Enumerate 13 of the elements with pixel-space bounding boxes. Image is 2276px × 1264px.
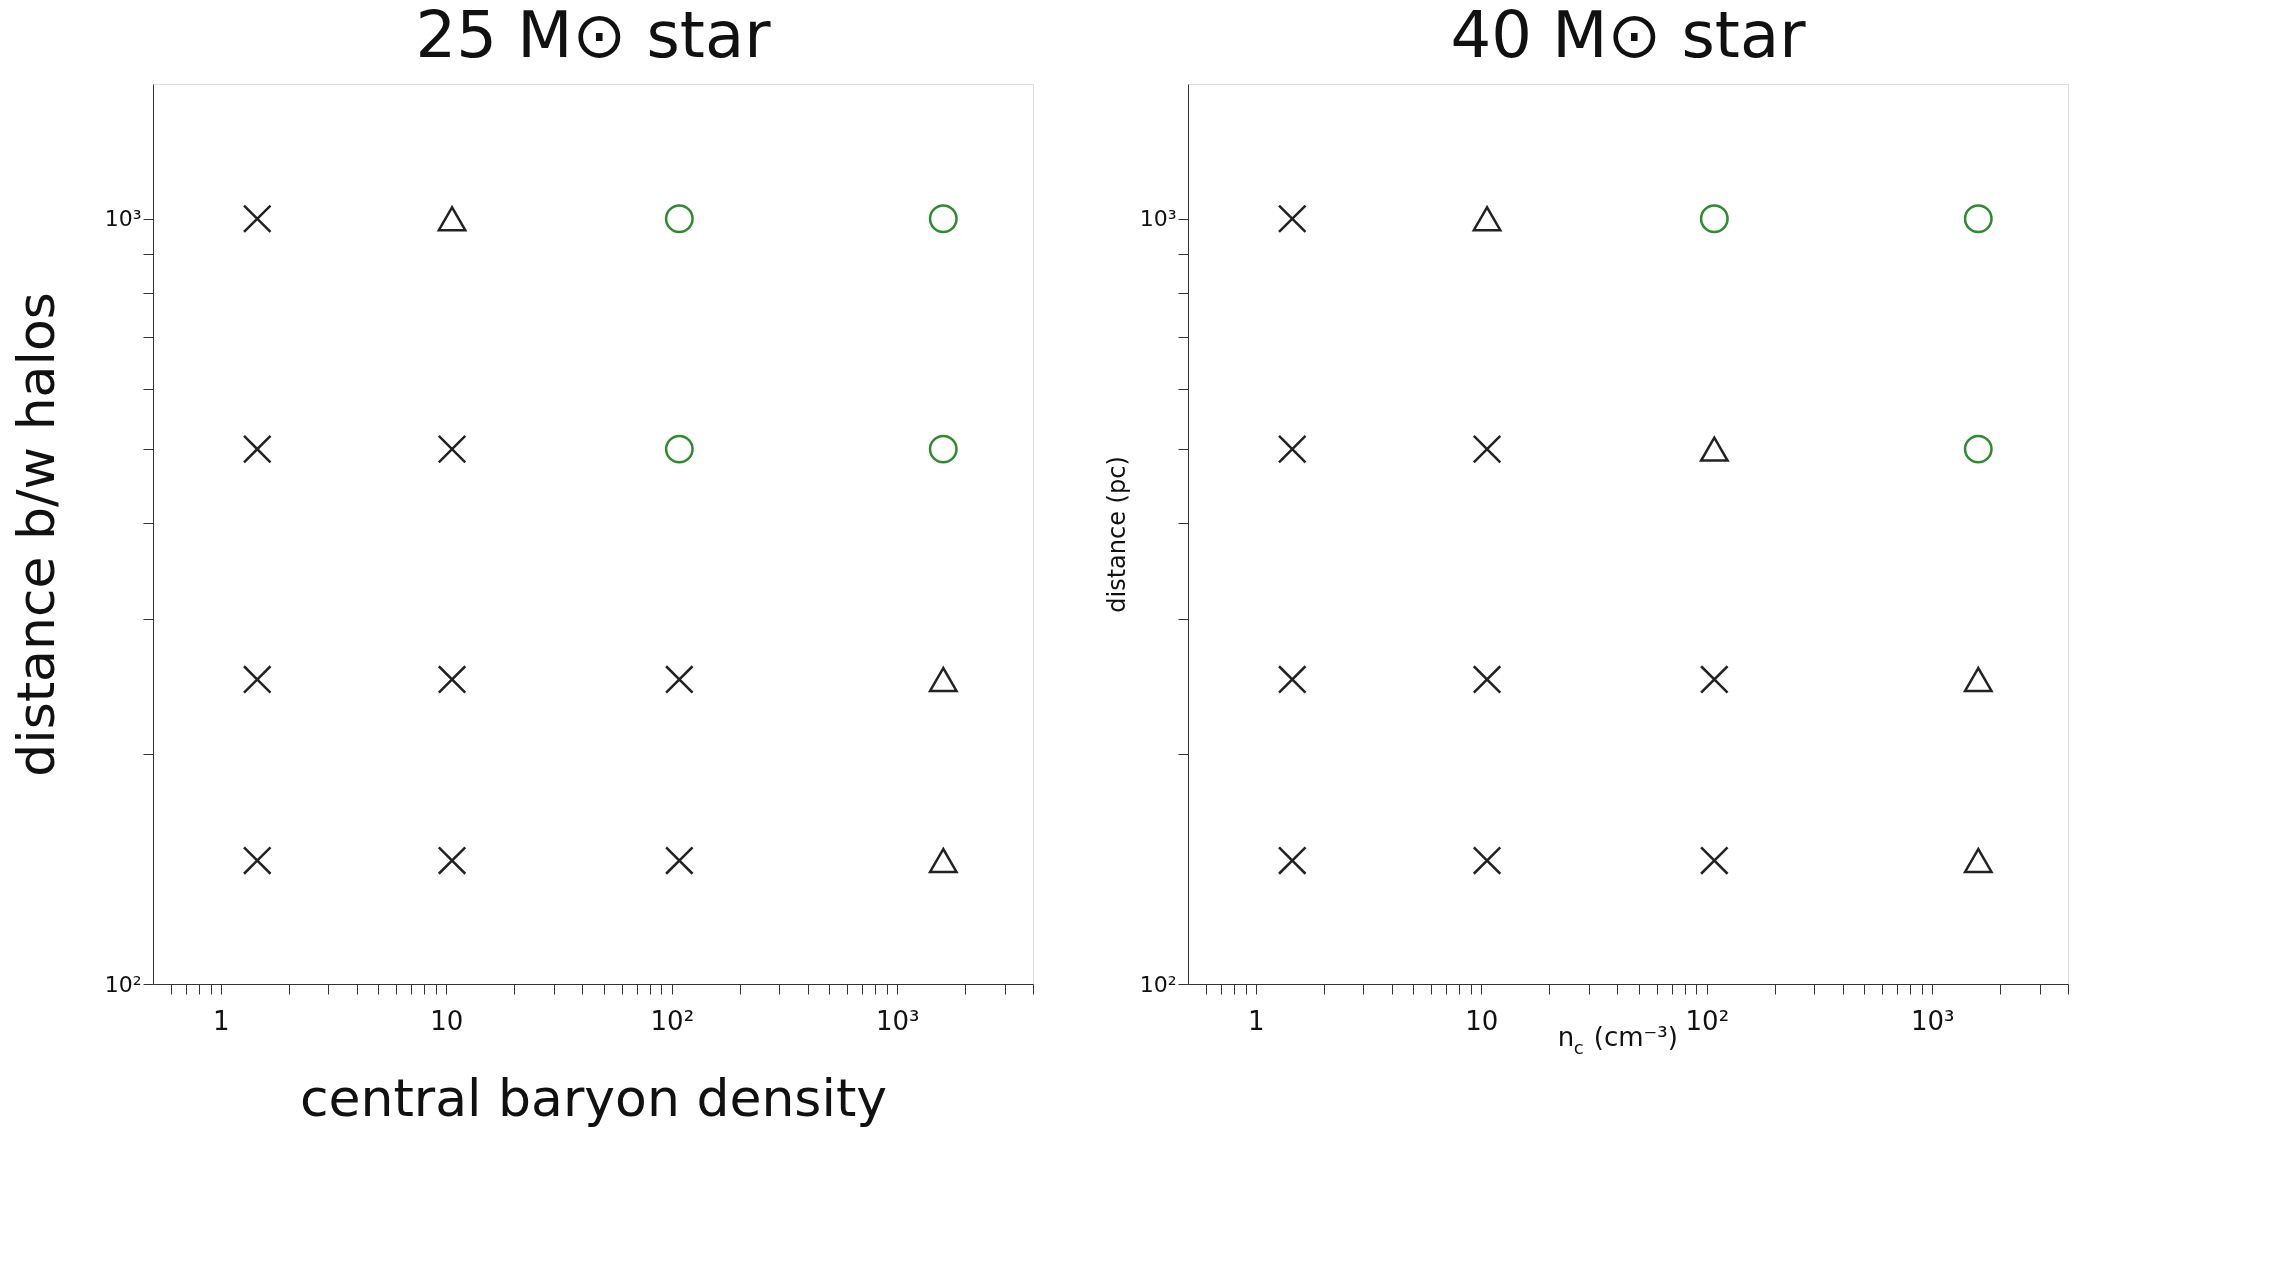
chart-title: 25 M⊙ star bbox=[415, 0, 772, 72]
x-tick-label: 10² bbox=[650, 1005, 695, 1036]
x-tick-label: 10³ bbox=[876, 1005, 920, 1036]
x-tick-label: 10 bbox=[430, 1005, 464, 1036]
x-tick-label: 1 bbox=[1248, 1005, 1265, 1036]
x-tick-label: 10³ bbox=[1911, 1005, 1955, 1036]
y-axis-title: distance (pc) bbox=[1102, 456, 1131, 613]
x-axis-title: central baryon density bbox=[299, 1067, 888, 1128]
x-tick-label: 10² bbox=[1685, 1005, 1730, 1036]
x-tick-label: 1 bbox=[213, 1005, 230, 1036]
y-axis-title: distance b/w halos bbox=[5, 292, 66, 777]
x-tick-label: 10 bbox=[1465, 1005, 1499, 1036]
chart-title: 40 M⊙ star bbox=[1450, 0, 1807, 72]
